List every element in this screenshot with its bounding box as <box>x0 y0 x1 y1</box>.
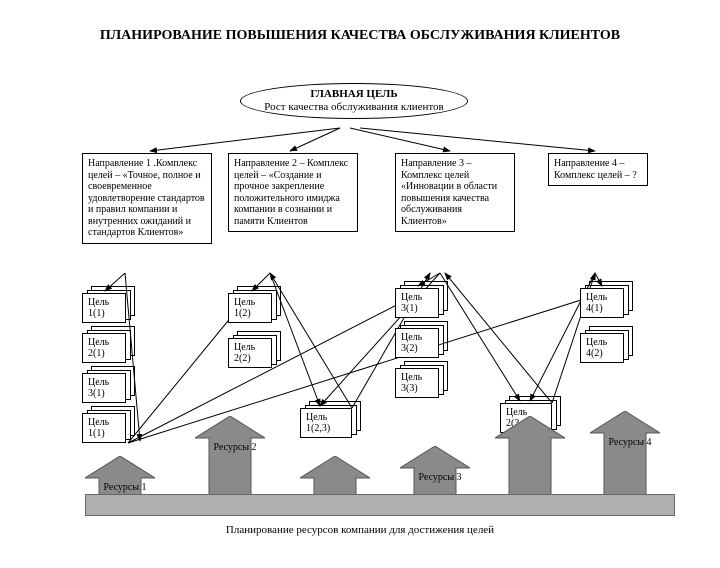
resource-label: Ресурсы 3 <box>400 472 480 483</box>
resource-arrow <box>495 416 575 506</box>
direction-box: Направление 1 .Комплекс целей – «Точное,… <box>82 153 212 244</box>
resource-base-bar <box>85 494 675 516</box>
goal-box: Цель 3(3) <box>395 368 439 398</box>
goal-box: Цель 1(1) <box>82 293 126 323</box>
resource-arrow: Ресурсы 4 <box>590 411 670 506</box>
main-goal: ГЛАВНАЯ ЦЕЛЬ Рост качества обслуживания … <box>240 83 468 119</box>
resource-arrow: Ресурсы 2 <box>195 416 275 506</box>
main-goal-header: ГЛАВНАЯ ЦЕЛЬ <box>249 88 459 101</box>
diagram-title: ПЛАНИРОВАНИЕ ПОВЫШЕНИЯ КАЧЕСТВА ОБСЛУЖИВ… <box>0 28 720 44</box>
resource-base-label: Планирование ресурсов компании для дости… <box>0 524 720 536</box>
resource-label: Ресурсы 1 <box>85 482 165 493</box>
goal-box: Цель 4(1) <box>580 288 624 318</box>
goal-box: Цель 1(2) <box>228 293 272 323</box>
resource-label: Ресурсы 4 <box>590 437 670 448</box>
direction-box: Направление 3 – Комплекс целей «Инноваци… <box>395 153 515 232</box>
direction-box: Направление 2 – Комплекс целей – «Создан… <box>228 153 358 232</box>
goal-box: Цель 3(1) <box>395 288 439 318</box>
main-goal-text: Рост качества обслуживания клиентов <box>249 101 459 114</box>
goal-box: Цель 1(2,3) <box>300 408 352 438</box>
goal-box: Цель 2(1) <box>82 333 126 363</box>
direction-box: Направление 4 – Комплекс целей – ? <box>548 153 648 186</box>
goal-box: Цель 1(1) <box>82 413 126 443</box>
resource-label: Ресурсы 2 <box>195 442 275 453</box>
goal-box: Цель 4(2) <box>580 333 624 363</box>
goal-box: Цель 2(2) <box>228 338 272 368</box>
goal-box: Цель 3(2) <box>395 328 439 358</box>
goal-box: Цель 3(1) <box>82 373 126 403</box>
